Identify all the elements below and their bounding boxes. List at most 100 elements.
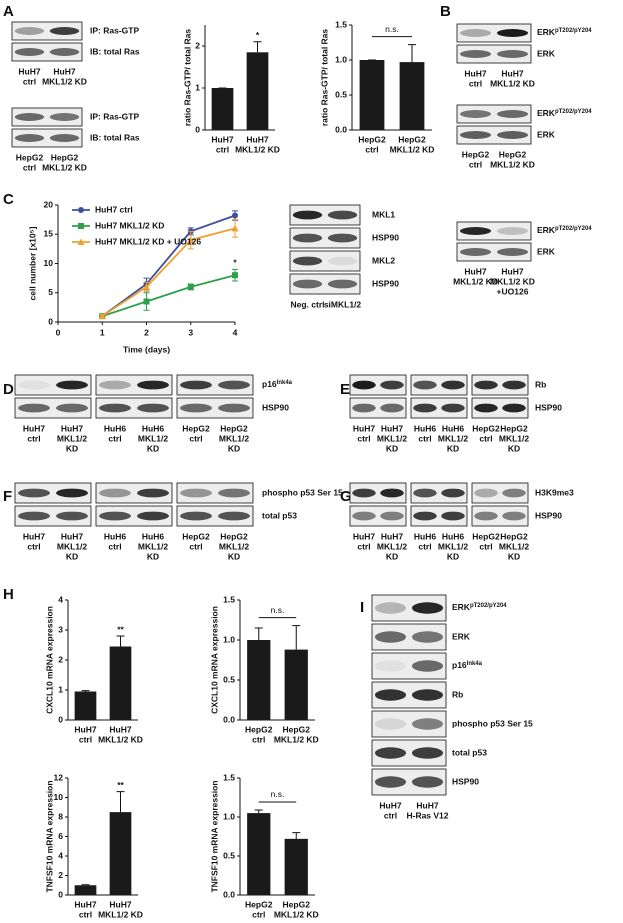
blot-label-sup: Ink4a	[277, 380, 293, 386]
x-tick-label: HuH7	[74, 899, 96, 909]
blot-label: ERK	[452, 631, 471, 641]
x-tick-label: MKL1/2 KD	[98, 909, 143, 919]
y-tick-label: 0.5	[335, 89, 347, 99]
y-tick-label: 4	[58, 594, 63, 604]
y-tick-label: 1.0	[223, 811, 235, 821]
y-tick-label: 0.0	[223, 714, 235, 724]
y-tick-label: 10	[44, 258, 54, 268]
blot-strip	[176, 505, 254, 527]
lane-label: MKL1/2	[377, 541, 408, 551]
y-tick-label: 0.0	[223, 889, 235, 899]
lane-label: KD	[447, 443, 459, 453]
x-tick-label: ctrl	[79, 909, 92, 919]
x-tick-label: HepG2	[283, 899, 311, 909]
blot-band	[502, 380, 526, 390]
blot-strip	[349, 505, 407, 527]
x-tick-label: ctrl	[252, 909, 265, 919]
x-tick-label: ctrl	[365, 144, 378, 154]
x-tick-label: HepG2	[283, 724, 311, 734]
lane-label: ctrl	[27, 433, 40, 443]
blot-band	[49, 134, 80, 142]
lane-label: KD	[386, 551, 398, 561]
blot-band	[441, 403, 465, 413]
y-tick-label: 3	[58, 624, 63, 634]
lane-label: KD	[228, 551, 240, 561]
y-tick-label: 1.5	[223, 772, 235, 782]
x-tick-label: 0	[56, 327, 61, 337]
blot-label: ERKpT202/pY204	[537, 108, 592, 118]
y-tick-label: 0.0	[335, 124, 347, 134]
blot-strip	[456, 104, 532, 124]
blot-band	[411, 776, 444, 788]
blot-band	[352, 380, 376, 390]
y-tick-label: 0	[48, 316, 53, 326]
blot-label: IB: total Ras	[90, 132, 140, 142]
blot-strip	[349, 374, 407, 396]
legend-marker	[77, 238, 85, 245]
y-axis-label: TNFSF10 mRNA expression	[209, 780, 219, 892]
blot-strip	[456, 221, 532, 241]
legend-label: HuH7 MKL1/2 KD	[95, 220, 164, 230]
error-bar	[81, 690, 90, 692]
y-tick-label: 10	[54, 792, 64, 802]
panel-label: F	[3, 488, 12, 505]
bar	[284, 649, 308, 720]
x-tick-label: HuH7	[109, 724, 131, 734]
blot-label-sup: pT202/pY204	[555, 109, 592, 115]
y-tick-label: 1.0	[223, 634, 235, 644]
y-axis-label: CXCL10 mRNA expression	[44, 606, 54, 714]
blot-band	[441, 380, 465, 390]
legend-label: HuH7 ctrl	[95, 204, 133, 214]
x-tick-label: 1	[100, 327, 105, 337]
blot-band	[374, 718, 407, 730]
lane-label: KD	[508, 443, 520, 453]
blot-label-text: ERK	[452, 602, 471, 612]
x-tick-label: MKL1/2 KD	[235, 144, 280, 154]
blot-band	[49, 27, 80, 35]
blot-strip	[95, 374, 173, 396]
blot-label-text: p16	[262, 379, 277, 389]
lane-label: ctrl	[418, 541, 431, 551]
blot-band	[292, 279, 323, 289]
blot-band	[352, 488, 376, 498]
bar	[109, 812, 132, 895]
lane-label: HuH6	[104, 423, 126, 433]
lane-label: HuH7	[416, 800, 438, 810]
blot-band	[413, 511, 437, 521]
x-tick-label: HepG2	[245, 724, 273, 734]
x-tick-label: MKL1/2 KD	[274, 909, 319, 919]
lane-label: HepG2	[51, 152, 79, 162]
lane-label: HuH7	[61, 423, 83, 433]
blot-strip	[14, 397, 92, 419]
blot-band	[374, 602, 407, 614]
blot-band	[218, 511, 250, 521]
annotation: n.s.	[385, 24, 399, 34]
blot-strip	[95, 505, 173, 527]
blot-band	[459, 29, 492, 37]
lane-label: KD	[228, 443, 240, 453]
series-line	[101, 274, 236, 318]
blot-label: HSP90	[535, 510, 562, 520]
lane-label: HepG2	[472, 531, 500, 541]
blot-band	[180, 511, 212, 521]
blot-band	[18, 380, 50, 390]
y-tick-label: 0	[58, 889, 63, 899]
blot-band	[327, 210, 358, 220]
blot-strip	[14, 482, 92, 504]
blot-band	[411, 631, 444, 643]
blot-band	[49, 48, 80, 56]
bar	[74, 885, 97, 895]
legend-marker	[78, 223, 84, 229]
lane-label: HuH7	[53, 66, 75, 76]
blot-band	[496, 227, 529, 235]
y-tick-label: 12	[54, 772, 64, 782]
x-tick-label: 4	[233, 327, 238, 337]
blot-band	[474, 403, 498, 413]
lane-label: +UO126	[497, 286, 529, 296]
lane-label: ctrl	[418, 433, 431, 443]
x-tick-label: MKL1/2 KD	[390, 144, 435, 154]
y-tick-label: 2	[58, 870, 63, 880]
blot-band	[441, 511, 465, 521]
annotation: *	[256, 30, 260, 40]
lane-label: ctrl	[384, 810, 397, 820]
